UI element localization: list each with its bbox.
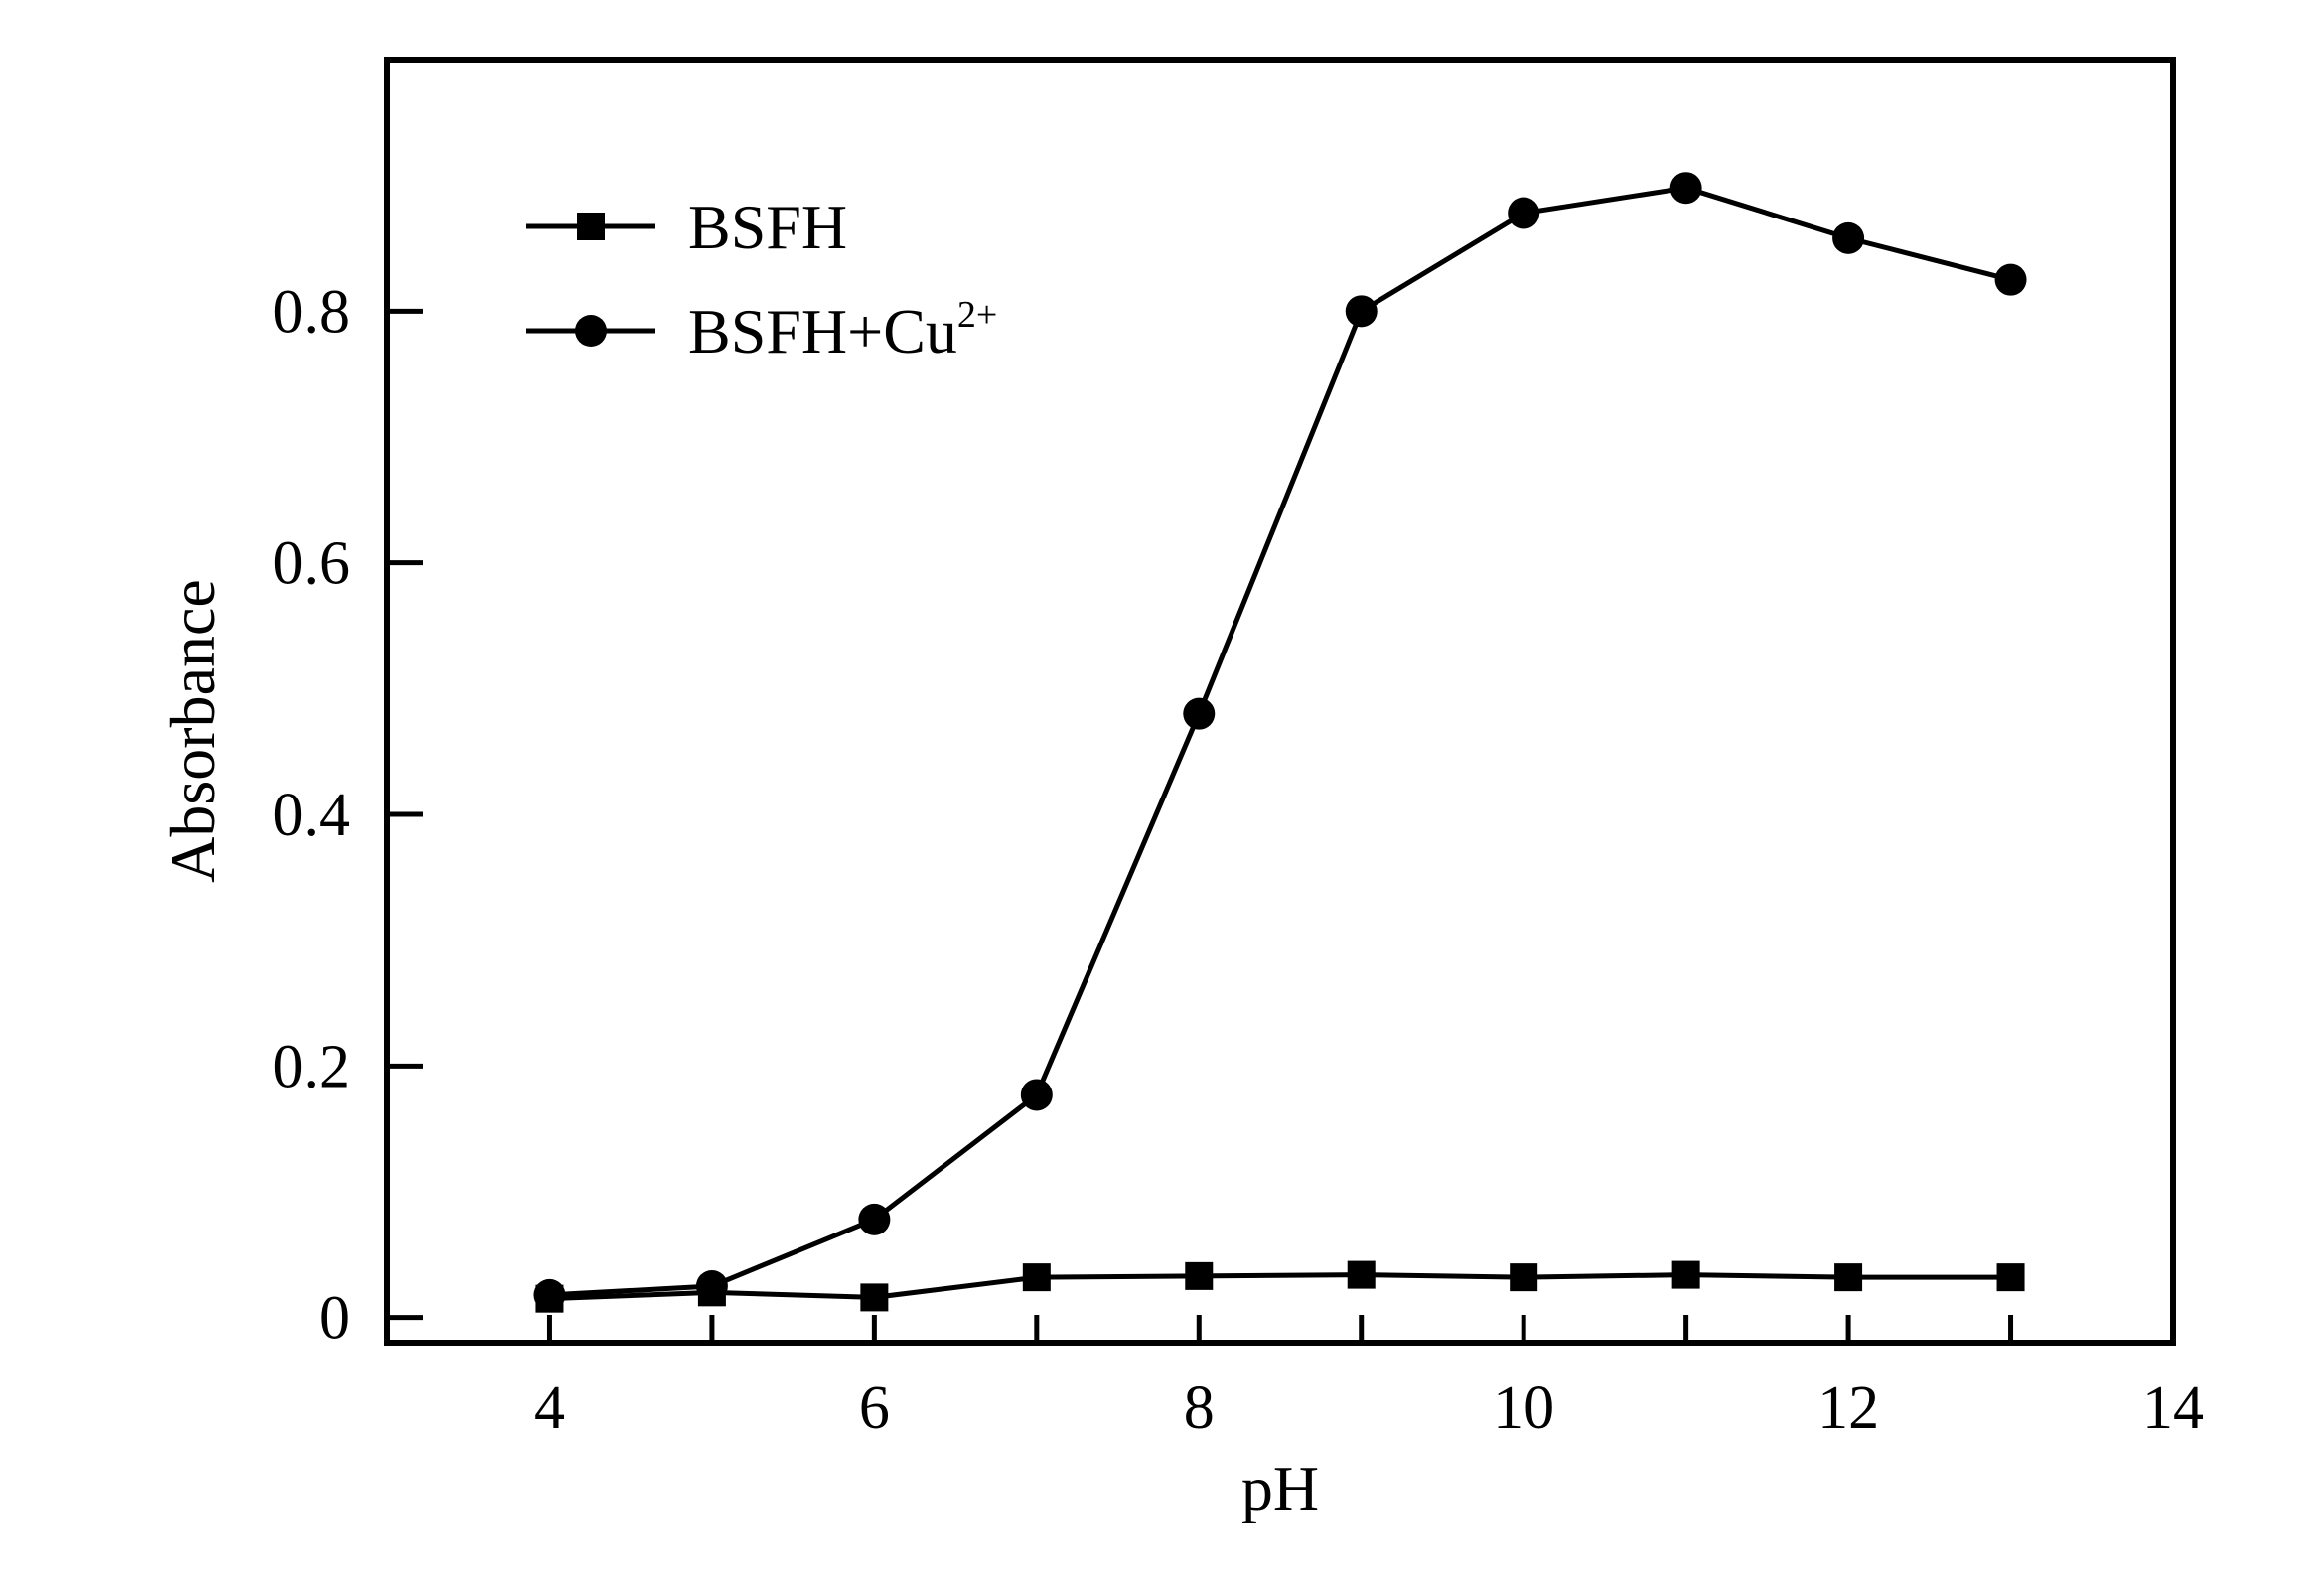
legend-label: BSFH — [688, 192, 847, 262]
x-tick-label: 6 — [859, 1375, 890, 1442]
circle-marker — [1669, 172, 1702, 205]
legend-label: BSFH+Cu2+ — [688, 294, 997, 366]
x-axis-label: pH — [1241, 1453, 1319, 1523]
square-marker — [1347, 1260, 1376, 1289]
legend-item: BSFH — [526, 192, 847, 262]
y-tick-label: 0.6 — [273, 530, 351, 598]
square-marker — [1510, 1263, 1538, 1292]
series-line — [549, 1272, 2011, 1302]
series-bsfh-cu — [533, 172, 2027, 1311]
y-tick-label: 0.2 — [273, 1033, 351, 1100]
circle-marker — [695, 1270, 728, 1302]
legend-marker — [577, 213, 605, 240]
circle-marker — [1832, 221, 1865, 254]
square-marker — [860, 1283, 889, 1312]
circle-marker — [1183, 697, 1216, 730]
x-tick-label: 8 — [1184, 1375, 1215, 1442]
axis-ticks: 0 0.2 0.4 0.6 0.8 4 6 8 10 12 14 — [273, 278, 2205, 1442]
series-line — [549, 185, 2012, 1298]
circle-marker — [533, 1278, 566, 1311]
circle-marker — [1994, 263, 2027, 296]
legend: BSFH BSFH+Cu2+ — [526, 192, 997, 366]
x-tick-label: 4 — [534, 1375, 565, 1442]
square-marker — [1022, 1263, 1051, 1292]
square-marker — [1996, 1263, 2025, 1292]
square-marker — [1185, 1261, 1214, 1290]
circle-marker — [1020, 1079, 1053, 1111]
series-layer — [533, 172, 2027, 1313]
circle-marker — [858, 1203, 891, 1235]
x-tick-label: 10 — [1493, 1375, 1554, 1442]
y-tick-label: 0.4 — [273, 782, 351, 849]
legend-item: BSFH+Cu2+ — [526, 294, 997, 366]
x-tick-label: 12 — [1817, 1375, 1879, 1442]
square-marker — [1671, 1260, 1700, 1289]
legend-marker — [575, 315, 607, 347]
x-tick-label: 14 — [2142, 1375, 2204, 1442]
plot-frame — [384, 57, 2176, 1346]
y-tick-label: 0.8 — [273, 278, 351, 346]
y-tick-label: 0 — [319, 1285, 350, 1353]
circle-marker — [1345, 295, 1378, 328]
y-axis-label: Absorbance — [157, 579, 227, 883]
circle-marker — [1508, 197, 1540, 229]
square-marker — [1834, 1263, 1863, 1292]
